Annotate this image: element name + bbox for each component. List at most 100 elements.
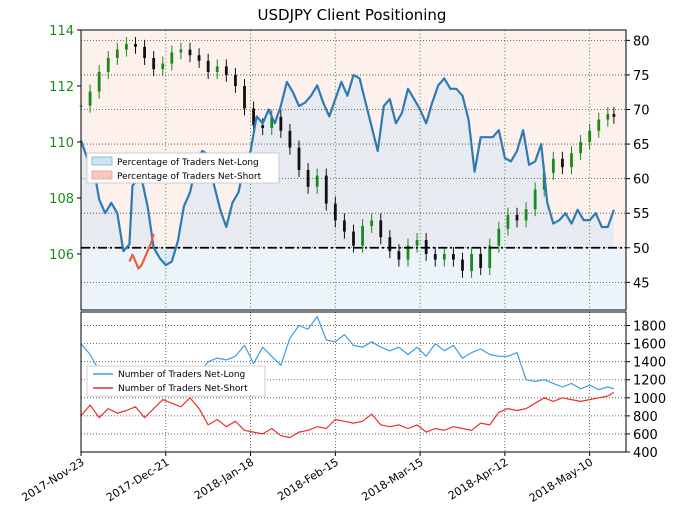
net-long-percent-line [79,73,615,267]
percent-tick-label: 70 [633,104,650,119]
top-panel: 45 50 55 60 65 70 75 80 106 108 110 112 114 Percentag… [49,24,650,311]
count-tick-label: 600 [633,428,658,443]
percent-tick-label: 75 [633,69,650,84]
price-tick-label: 112 [49,80,74,95]
price-candle-body [597,119,601,131]
price-candle-body [551,158,555,173]
price-candle-body [315,175,319,187]
price-candle-body [497,228,501,246]
price-tick-label: 106 [49,248,74,263]
price-candle-body [397,251,401,260]
top-legend: Percentage of Traders Net-Long Percentage… [86,152,280,184]
legend-label-net-long-pct: Percentage of Traders Net-Long [117,158,259,168]
legend-label-net-short-pct: Percentage of Traders Net-Short [117,172,262,182]
count-tick-label: 1400 [633,356,666,371]
price-candle-body [406,245,410,260]
price-candle-body [352,231,355,246]
price-candle-body [252,108,255,126]
count-tick-label: 400 [633,446,658,461]
price-candle-body [612,114,616,117]
bottom-panel: 400 600 800 1000 1200 1400 1600 1800 Number of T… [19,311,666,505]
legend-label-net-long-count: Number of Traders Net-Long [118,370,245,380]
price-tick-label: 110 [49,136,74,151]
price-candle-body [279,116,283,131]
price-candle-body [261,125,265,128]
bottom-legend-box [86,365,266,397]
count-tick-label: 1800 [633,320,666,335]
price-tick-label: 108 [49,192,74,207]
price-candle-body [179,49,183,53]
price-candle-body [479,254,483,268]
price-candle-body [234,74,237,86]
price-candle-body [524,209,528,221]
price-candle-body [333,203,337,221]
price-candle-body [161,63,165,70]
price-candle-body [143,46,146,58]
price-candle-body [515,214,519,221]
date-tick-label: 2018-May-10 [527,456,595,505]
price-candle-body [488,245,492,268]
date-tick-label: 2018-Jan-18 [192,456,256,503]
legend-swatch-net-short [91,170,113,180]
price-candle-body [134,44,137,47]
price-candle-body [188,49,192,56]
price-candle-body [206,60,210,72]
count-tick-label: 1600 [633,338,666,353]
price-candle-body [361,226,364,246]
price-candle-body [115,49,119,58]
price-candle-body [88,91,92,106]
price-candle-body [324,175,328,204]
price-candle-body [433,254,437,260]
date-tick-label: 2018-Mar-15 [359,456,425,504]
price-candle-body [297,147,301,170]
price-candle-body [152,58,156,70]
percent-tick-label: 50 [633,242,650,257]
count-tick-label: 1000 [633,392,666,407]
price-candle-body [306,170,310,187]
price-candle-body [533,189,537,210]
price-candle-body [97,72,101,92]
date-tick-label: 2018-Apr-12 [446,456,511,503]
price-candle-body [125,44,128,50]
date-tick-label: 2017-Dec-21 [104,456,171,505]
percent-tick-label: 45 [633,276,650,291]
top-plot-frame [80,29,627,311]
price-candle-body [197,55,201,61]
count-tick-label: 1200 [633,374,666,389]
price-candle-body [461,259,464,271]
top-legend-box [86,152,280,184]
price-candle-body [415,240,419,246]
price-candle-body [379,220,383,238]
price-candle-body [370,220,374,226]
price-candle-body [343,220,346,232]
price-candle-body [561,158,564,168]
price-candle-body [470,254,473,271]
date-tick-label: 2018-Feb-15 [275,456,341,504]
net-short-percent-line [128,233,155,270]
price-candle-body [215,66,219,72]
price-candle-body [243,86,246,109]
bottom-legend: Number of Traders Net-Long Number of Trad… [86,365,266,397]
percent-tick-label: 65 [633,138,650,153]
legend-label-net-short-count: Number of Traders Net-Short [118,384,248,394]
price-candle-body [224,66,228,75]
price-candle-body [442,254,446,260]
price-candle-body [106,58,110,72]
count-tick-label: 800 [633,410,658,425]
price-candle-body [506,214,510,229]
price-candle-body [452,254,455,260]
price-candle-body [388,237,392,252]
net-long-area [81,74,614,266]
price-candle-body [288,130,292,148]
percent-tick-label: 60 [633,173,650,188]
chart-title: USDJPY Client Positioning [258,6,447,24]
price-candle-body [170,52,174,64]
percent-tick-label: 80 [633,34,650,49]
date-tick-label: 2017-Nov-23 [19,456,86,505]
price-candle-body [270,116,274,128]
price-tick-label: 114 [49,24,74,39]
price-candle-body [570,153,573,168]
legend-swatch-net-long [91,156,113,166]
price-candle-body [606,114,610,120]
